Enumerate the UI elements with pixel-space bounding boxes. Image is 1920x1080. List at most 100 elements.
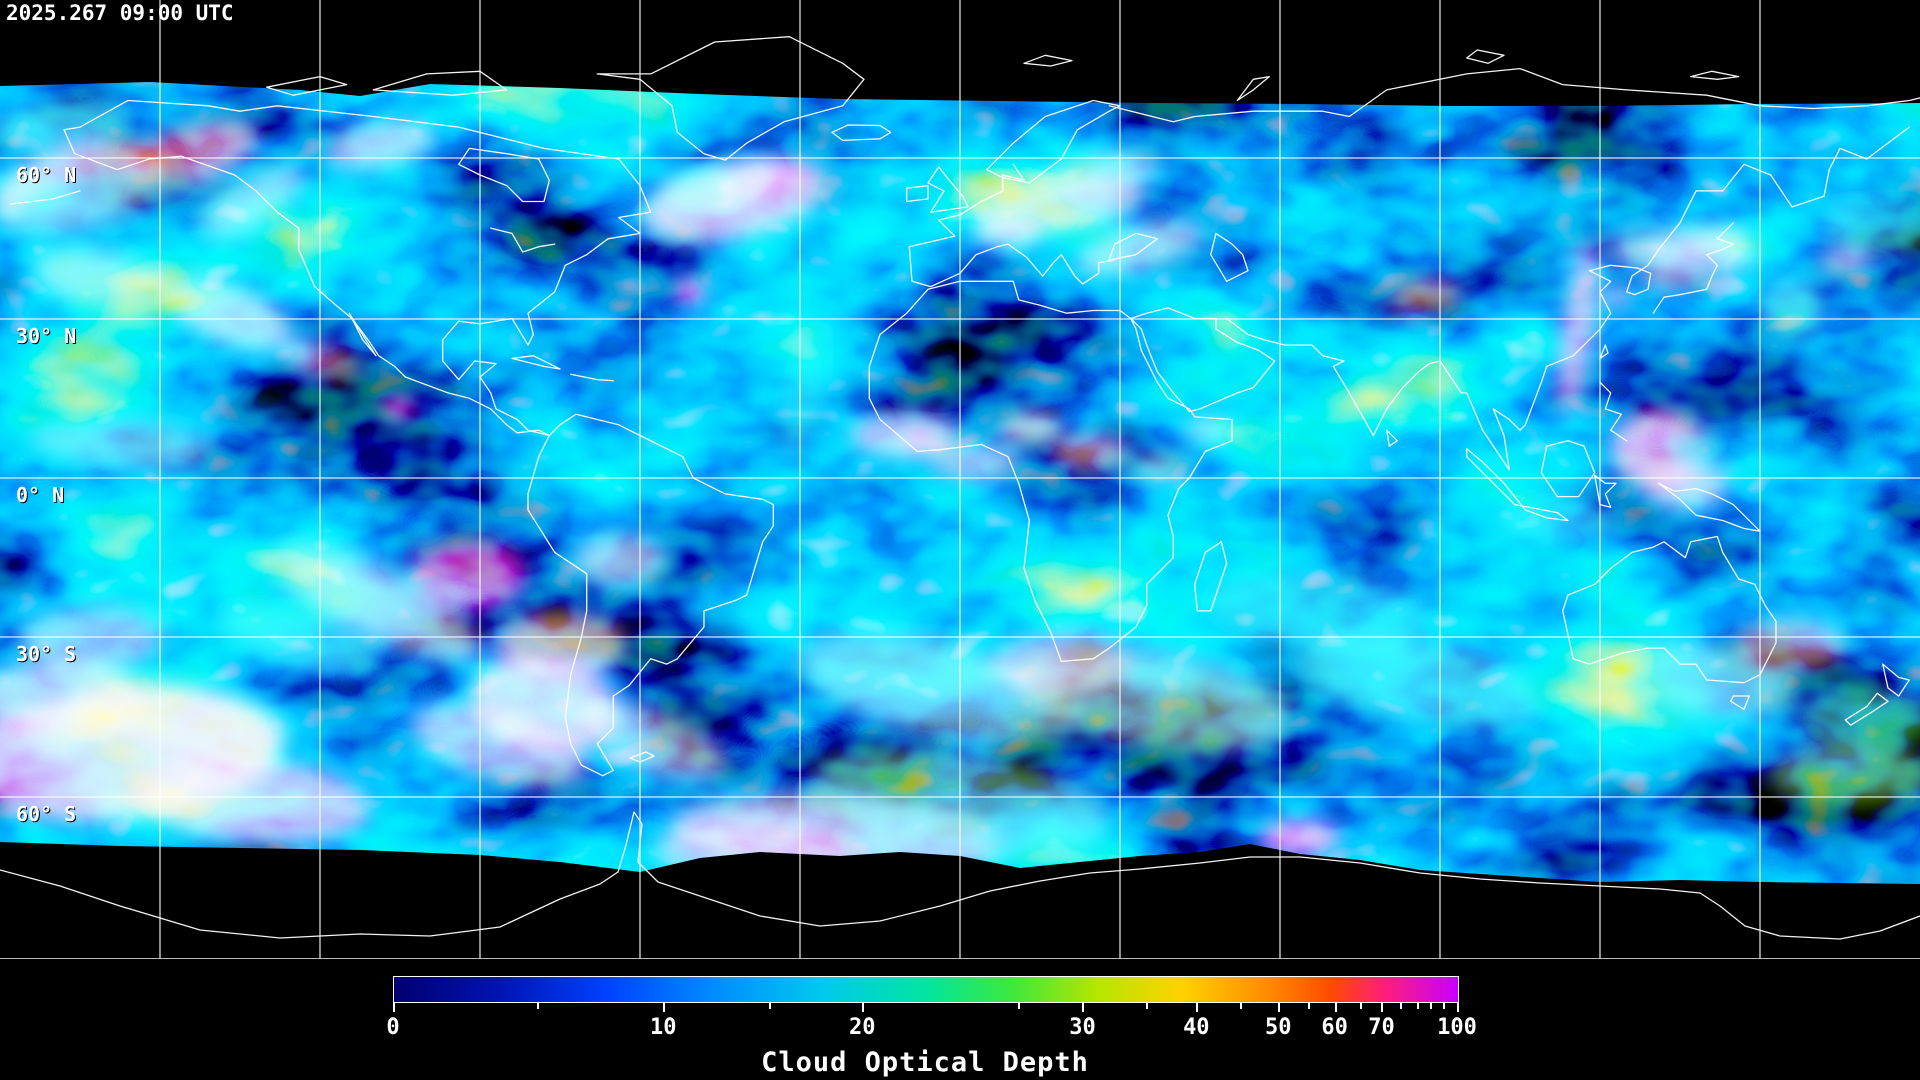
colorbar-tick-label: 100 [1437, 1015, 1477, 1040]
coastline-path [831, 124, 892, 142]
cloud-blob [1301, 635, 1539, 725]
coastline-path [1236, 75, 1270, 102]
coastline-path [1599, 344, 1609, 360]
cloud-blob [574, 700, 726, 780]
coastline-path [1226, 126, 1910, 471]
coastline-path [570, 373, 614, 382]
cloud-blob [1132, 454, 1188, 482]
cloud-blob [1735, 619, 1845, 671]
colorbar-major-tick [1278, 1003, 1281, 1012]
latitude-label: 30° S [16, 642, 77, 666]
colorbar-major-tick [862, 1003, 865, 1012]
colorbar-major-tick [1381, 1003, 1384, 1012]
cloud-blob [325, 121, 435, 169]
cloud-blob [206, 166, 304, 234]
coastline-path [1652, 222, 1734, 314]
colorbar-minor-tick [1416, 1003, 1419, 1009]
coastline-path [490, 227, 556, 253]
colorbar-major-tick [1334, 1003, 1337, 1012]
cloud-blob [1641, 240, 1759, 290]
coastline-path [1690, 70, 1740, 80]
coastline-path [1130, 307, 1276, 413]
coastline-path [908, 163, 1025, 248]
cloud-blob [130, 756, 370, 844]
cloud-blob [412, 703, 588, 787]
colorbar-tick-label: 0 [386, 1015, 400, 1040]
coastline-path [1599, 381, 1628, 442]
cloud-blob [1441, 165, 1659, 265]
cloud-blob [382, 398, 414, 418]
colorbar-major-tick [393, 1003, 395, 1012]
cloud-blob [1052, 434, 1128, 470]
cloud-blob [490, 455, 630, 505]
cloud-blob [1558, 245, 1598, 415]
coastline-path [511, 355, 561, 370]
cloud-blob [720, 275, 940, 385]
coastline-path [1466, 49, 1505, 64]
cloud-blob [930, 444, 1020, 480]
coastline-path [1108, 67, 1920, 123]
cloud-blob [973, 216, 1043, 248]
colorbar-gradient [393, 976, 1459, 1003]
coastline-path [1844, 692, 1889, 726]
cloud-blob [980, 815, 1100, 865]
cloud-blob [10, 170, 270, 280]
coastlines [0, 36, 1920, 940]
colorbar-tick-label: 70 [1368, 1015, 1395, 1040]
latitude-label: 60° S [16, 802, 77, 826]
coastline-path [868, 280, 1233, 663]
cloud-blob [0, 102, 130, 148]
colorbar-minor-tick [1308, 1003, 1311, 1009]
cloud-blob [71, 677, 289, 763]
coastline-path [906, 184, 929, 203]
latitude-label: 30° N [16, 324, 77, 348]
colorbar-minor-tick [536, 1003, 539, 1009]
cloud-blob [575, 535, 665, 585]
cloud-blob [1643, 461, 1727, 509]
cloud-blob [710, 157, 810, 203]
coastline-path [10, 190, 81, 205]
colorbar-minor-tick [1239, 1003, 1242, 1009]
coastline-path [908, 243, 1116, 288]
coastline-path [372, 70, 508, 96]
colorbar-minor-tick [768, 1003, 771, 1009]
cloud-blob [1770, 745, 1920, 805]
colorbar-tick-label: 50 [1264, 1015, 1292, 1040]
colorbar-minor-tick [1017, 1003, 1020, 1009]
cloud-blob [20, 610, 160, 670]
coastline-path [1386, 429, 1398, 447]
colorbar-tick-label: 60 [1321, 1015, 1348, 1040]
coastline-path [1210, 232, 1249, 282]
colorbar-tick-label: 30 [1069, 1015, 1096, 1040]
colorbar-title: Cloud Optical Depth [761, 1047, 1089, 1078]
cloud-blob [902, 431, 938, 455]
colorbar-minor-tick [1443, 1003, 1446, 1009]
coastline-path [527, 413, 774, 777]
latitude-label: 60° N [16, 163, 77, 187]
coastline-path [1882, 663, 1910, 697]
latitude-label: 0° N [16, 483, 65, 507]
cloud-blob [998, 412, 1062, 444]
cloud-blob [168, 280, 292, 350]
world-map [0, 0, 1920, 959]
coastline-path [1540, 440, 1596, 498]
cloud-blob [1605, 288, 1629, 306]
coastline-path [348, 312, 377, 357]
coastline-path [596, 36, 865, 161]
graticule [0, 0, 1920, 959]
coastline-path [0, 811, 1920, 940]
coastline-path [629, 751, 655, 763]
coastline-path [927, 166, 969, 213]
coastline-path [1108, 232, 1158, 261]
cloud-blob [1605, 642, 1795, 718]
colorbar-tick-label: 20 [848, 1015, 876, 1040]
cloud-blob [675, 279, 705, 303]
colorbar-major-tick [663, 1003, 666, 1012]
coastline-path [1730, 695, 1750, 710]
colorbar-major-tick [1196, 1003, 1199, 1012]
colorbar-minor-tick [1360, 1003, 1363, 1009]
colorbar-minor-tick [1146, 1003, 1149, 1009]
coastline-path [1562, 535, 1777, 684]
cloud-blob [1450, 448, 1590, 492]
